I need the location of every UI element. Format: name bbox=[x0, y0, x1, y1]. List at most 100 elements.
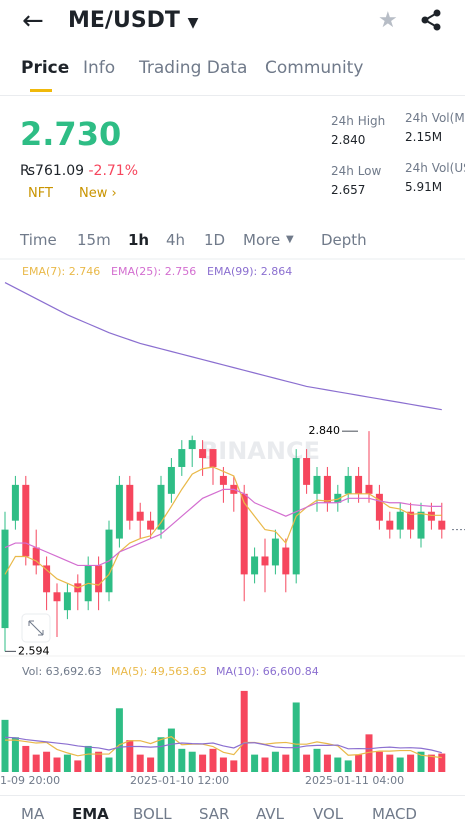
stat-label: 24h Low bbox=[331, 164, 382, 178]
ema-legend: EMA(25): 2.756 bbox=[111, 265, 196, 278]
candle-body bbox=[313, 475, 321, 494]
candle-body bbox=[365, 484, 373, 494]
indicator[interactable]: MACD bbox=[372, 805, 417, 823]
interval[interactable]: Time bbox=[20, 231, 57, 249]
candle-body bbox=[417, 511, 425, 539]
volume-bar bbox=[282, 754, 290, 772]
indicator[interactable]: EMA bbox=[72, 805, 109, 823]
candle-body bbox=[282, 547, 290, 575]
volume-bar bbox=[32, 754, 40, 772]
indicator[interactable]: VOL bbox=[313, 805, 344, 823]
tag[interactable]: New › bbox=[79, 186, 117, 201]
fiat-price: ₨761.09 bbox=[20, 163, 85, 179]
candle-body bbox=[178, 449, 186, 467]
candle-body bbox=[219, 475, 227, 485]
last-price: 2.730 bbox=[20, 115, 122, 153]
pair-title[interactable]: ME/USDT ▼ bbox=[68, 8, 199, 33]
volume-bar bbox=[74, 760, 82, 772]
volume-bar bbox=[251, 754, 259, 772]
volume-bar bbox=[199, 754, 207, 772]
candle-body bbox=[11, 484, 19, 521]
indicator[interactable]: BOLL bbox=[133, 805, 172, 823]
volume-bar bbox=[427, 754, 435, 772]
indicator[interactable]: MA bbox=[21, 805, 45, 823]
candle-body bbox=[427, 511, 435, 521]
volume-bar bbox=[355, 754, 363, 772]
x-axis-label: 2025-01-10 12:00 bbox=[130, 774, 229, 787]
volume-bar bbox=[115, 708, 123, 772]
candle-body bbox=[53, 592, 61, 602]
volume-ma-line bbox=[4, 736, 442, 754]
interval[interactable]: 1D bbox=[204, 231, 226, 249]
dropdown-caret: ▼ bbox=[286, 234, 294, 245]
stat-value: 2.840 bbox=[331, 133, 366, 147]
volume-bar bbox=[147, 757, 155, 772]
volume-bar bbox=[240, 690, 248, 772]
volume-bar bbox=[43, 751, 51, 772]
candle-body bbox=[303, 458, 311, 485]
tab[interactable]: Info bbox=[83, 58, 116, 78]
volume-bar bbox=[209, 748, 217, 772]
share-icon[interactable] bbox=[420, 9, 442, 31]
indicator[interactable]: AVL bbox=[256, 805, 284, 823]
ema-legend: EMA(7): 2.746 bbox=[22, 265, 100, 278]
stat-label: 24h Vol(M bbox=[405, 111, 465, 125]
pair: ME/USDT bbox=[68, 8, 180, 33]
candle-body bbox=[188, 440, 196, 450]
volume-bar bbox=[396, 757, 404, 772]
favorite-icon[interactable]: ★ bbox=[378, 8, 398, 33]
ema-line bbox=[4, 282, 442, 411]
watermark: BINANCE bbox=[200, 437, 320, 465]
candle-body bbox=[438, 520, 446, 530]
volume-bar bbox=[22, 745, 30, 772]
candle-body bbox=[386, 520, 394, 530]
volume-bar bbox=[365, 734, 373, 772]
x-axis-label: 1-09 20:00 bbox=[0, 774, 60, 787]
candle-body bbox=[271, 538, 279, 566]
volume-ma-line bbox=[5, 736, 442, 759]
stat-label: 24h Vol(US bbox=[405, 161, 465, 175]
tab[interactable]: Community bbox=[265, 58, 364, 78]
interval[interactable]: Depth bbox=[321, 231, 367, 249]
expand-icon bbox=[28, 620, 44, 636]
tab[interactable]: Price bbox=[21, 58, 70, 78]
x-axis-label: 2025-01-11 04:00 bbox=[305, 774, 404, 787]
candle-body bbox=[22, 484, 30, 557]
low-marker: 2.594 bbox=[18, 644, 50, 657]
volume-bar bbox=[126, 740, 134, 772]
interval[interactable]: More bbox=[243, 231, 281, 249]
indicator[interactable]: SAR bbox=[199, 805, 230, 823]
volume-bar bbox=[178, 748, 186, 772]
high-marker: 2.840 bbox=[309, 424, 341, 437]
candle-body bbox=[199, 449, 207, 459]
tab[interactable]: Trading Data bbox=[139, 58, 248, 78]
candle-body bbox=[251, 556, 259, 575]
candle-body bbox=[147, 520, 155, 530]
interval[interactable]: 4h bbox=[166, 231, 186, 249]
candle-body bbox=[323, 475, 331, 503]
interval[interactable]: 15m bbox=[77, 231, 111, 249]
interval[interactable]: 1h bbox=[128, 231, 150, 249]
volume-bar bbox=[11, 737, 19, 772]
volume-bar bbox=[271, 751, 279, 772]
candle-body bbox=[344, 475, 352, 494]
tag[interactable]: NFT bbox=[28, 186, 53, 201]
volume-bar bbox=[292, 702, 300, 772]
volume-bar bbox=[230, 760, 238, 772]
candle-body bbox=[63, 592, 71, 611]
vol-legend: Vol: 63,692.63 bbox=[22, 665, 102, 678]
stat-value: 5.91M bbox=[405, 180, 443, 194]
candle-body bbox=[355, 475, 363, 494]
volume-bar bbox=[63, 754, 71, 772]
volume-bar bbox=[136, 754, 144, 772]
stat-label: 24h High bbox=[331, 114, 386, 128]
volume-bar bbox=[386, 754, 394, 772]
vol-legend: MA(10): 66,600.84 bbox=[216, 665, 319, 678]
candle-body bbox=[167, 466, 175, 494]
tab-indicator bbox=[30, 89, 52, 92]
divider bbox=[0, 795, 465, 796]
volume-bar bbox=[84, 745, 92, 772]
back-button[interactable]: ← bbox=[22, 6, 44, 36]
ema-line bbox=[4, 488, 442, 567]
